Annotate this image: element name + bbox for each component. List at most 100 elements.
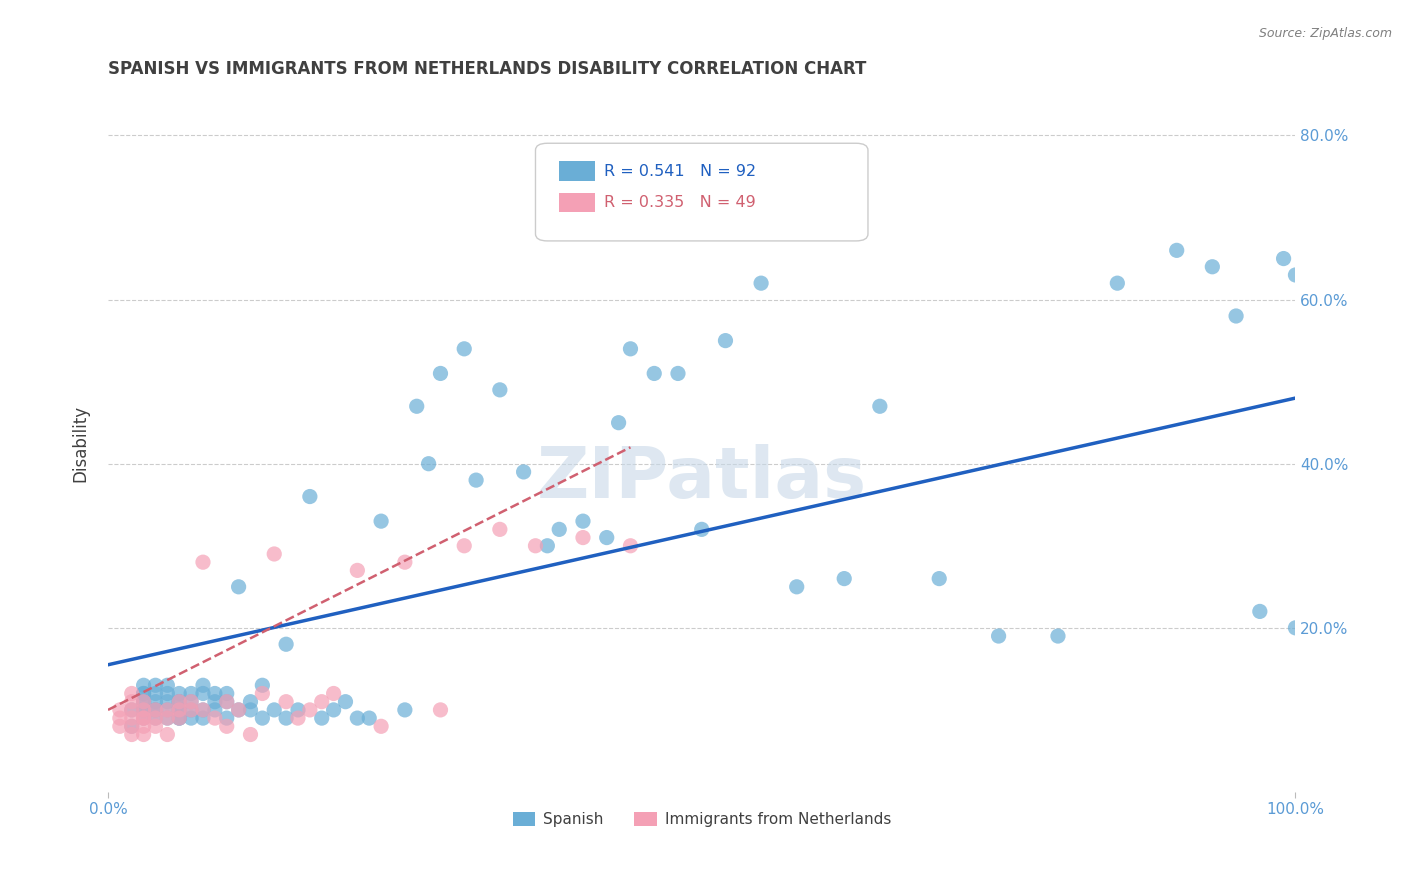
Point xyxy=(453,539,475,553)
Point xyxy=(1272,252,1295,266)
Point xyxy=(167,695,190,709)
Point xyxy=(1284,268,1306,282)
Point xyxy=(274,711,297,725)
Point xyxy=(132,711,155,725)
Point xyxy=(252,686,274,700)
Point xyxy=(132,703,155,717)
Point xyxy=(191,703,214,717)
Point xyxy=(132,711,155,725)
Point xyxy=(596,531,619,545)
Point xyxy=(215,719,238,733)
Point xyxy=(180,686,202,700)
Point xyxy=(156,711,179,725)
Point xyxy=(287,703,309,717)
Point xyxy=(489,522,512,536)
Point xyxy=(1107,276,1129,290)
Point xyxy=(928,572,950,586)
Point xyxy=(1225,309,1247,323)
Point xyxy=(322,686,344,700)
Point xyxy=(370,719,392,733)
Point xyxy=(548,522,571,536)
Point xyxy=(298,703,321,717)
Point xyxy=(252,711,274,725)
Point xyxy=(643,367,665,381)
Point xyxy=(180,695,202,709)
Point xyxy=(429,367,451,381)
Point xyxy=(228,703,250,717)
Point xyxy=(252,678,274,692)
Point xyxy=(167,686,190,700)
Point xyxy=(228,580,250,594)
Point xyxy=(1046,629,1069,643)
Point xyxy=(132,711,155,725)
Point xyxy=(512,465,534,479)
Point xyxy=(346,563,368,577)
Point xyxy=(167,711,190,725)
Point xyxy=(191,711,214,725)
Point xyxy=(215,711,238,725)
Point xyxy=(239,695,262,709)
Point xyxy=(394,555,416,569)
Point xyxy=(191,686,214,700)
Point xyxy=(274,695,297,709)
Point xyxy=(869,399,891,413)
Point xyxy=(572,514,595,528)
Point xyxy=(1284,621,1306,635)
Point xyxy=(786,580,808,594)
Point xyxy=(145,703,167,717)
Point xyxy=(156,678,179,692)
Point xyxy=(191,703,214,717)
Point xyxy=(121,727,143,741)
Point xyxy=(572,531,595,545)
Point xyxy=(1166,244,1188,258)
Point xyxy=(145,711,167,725)
Text: ZIPatlas: ZIPatlas xyxy=(537,443,866,513)
Point xyxy=(108,711,131,725)
Point xyxy=(167,703,190,717)
FancyBboxPatch shape xyxy=(560,161,595,181)
Point xyxy=(156,703,179,717)
Point xyxy=(418,457,440,471)
Point xyxy=(215,695,238,709)
Point xyxy=(108,719,131,733)
Point xyxy=(145,686,167,700)
Text: SPANISH VS IMMIGRANTS FROM NETHERLANDS DISABILITY CORRELATION CHART: SPANISH VS IMMIGRANTS FROM NETHERLANDS D… xyxy=(108,60,866,78)
Text: Source: ZipAtlas.com: Source: ZipAtlas.com xyxy=(1258,27,1392,40)
Point xyxy=(287,711,309,725)
Point xyxy=(156,695,179,709)
Point xyxy=(180,695,202,709)
Point xyxy=(370,514,392,528)
Point xyxy=(180,711,202,725)
Point xyxy=(204,703,226,717)
Point xyxy=(832,572,855,586)
Point xyxy=(121,719,143,733)
Point xyxy=(215,695,238,709)
FancyBboxPatch shape xyxy=(536,144,868,241)
Point xyxy=(263,547,285,561)
Point xyxy=(405,399,427,413)
Point xyxy=(204,711,226,725)
Point xyxy=(145,678,167,692)
Point xyxy=(263,703,285,717)
Point xyxy=(465,473,488,487)
Point xyxy=(215,686,238,700)
Point xyxy=(191,555,214,569)
Point xyxy=(145,703,167,717)
Point xyxy=(145,703,167,717)
Text: R = 0.541   N = 92: R = 0.541 N = 92 xyxy=(605,163,756,178)
Point xyxy=(311,711,333,725)
Point xyxy=(156,711,179,725)
Point xyxy=(121,719,143,733)
Point xyxy=(239,727,262,741)
Point xyxy=(239,703,262,717)
Text: R = 0.335   N = 49: R = 0.335 N = 49 xyxy=(605,195,756,210)
Point xyxy=(145,711,167,725)
Point xyxy=(132,703,155,717)
Point xyxy=(132,695,155,709)
Point xyxy=(167,703,190,717)
Point xyxy=(167,695,190,709)
Point xyxy=(132,686,155,700)
Point xyxy=(524,539,547,553)
Point xyxy=(132,695,155,709)
Point xyxy=(204,695,226,709)
